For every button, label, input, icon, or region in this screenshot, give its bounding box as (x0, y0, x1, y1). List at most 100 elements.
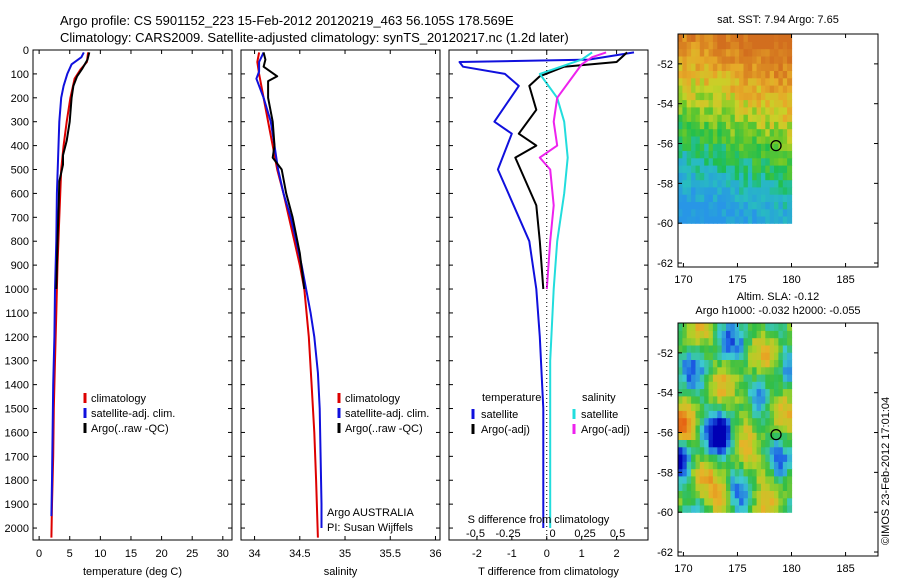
sla-map-cell (708, 475, 714, 484)
sst-map-cell (695, 106, 701, 115)
sst-map-cell (691, 55, 697, 64)
sla-map-cell (695, 373, 701, 382)
sla-map-cell (787, 403, 793, 411)
sst-map-cell (769, 70, 775, 79)
sst-map-xtick-label: 170 (674, 274, 692, 286)
sst-map-cell (787, 201, 793, 210)
sla-map-cell (730, 432, 736, 440)
sst-map-cell (712, 215, 718, 224)
sst-map-cell (699, 34, 705, 42)
sla-map-cell (765, 504, 771, 513)
sla-map-cell (726, 424, 731, 433)
sst-map-cell (695, 34, 701, 42)
sla-map-cell (695, 475, 701, 484)
sst-map-cell (756, 92, 762, 101)
sla-map-cell (761, 490, 766, 499)
sst-map-cell (730, 84, 736, 93)
sla-map-cell (747, 432, 753, 440)
sla-map-cell (743, 373, 749, 382)
sla-map-cell (743, 483, 749, 491)
sst-map-cell (734, 99, 740, 108)
sla-map-cell (756, 439, 762, 448)
sst-map-cell (752, 41, 758, 50)
sla-map-cell (699, 337, 705, 346)
sla-map-cell (721, 337, 727, 346)
sla-map-cell (765, 424, 771, 433)
sla-map-cell (704, 446, 710, 455)
salinity-xtick-label: 34 (248, 548, 260, 560)
sla-map-cell (734, 424, 740, 433)
sst-map-cell (739, 150, 745, 159)
sst-map-cell (682, 34, 688, 42)
sla-map-cell (695, 337, 701, 346)
sst-map-cell (721, 135, 727, 144)
sst-map-cell (712, 179, 718, 188)
sla-map-cell (691, 410, 697, 419)
sla-map-cell (682, 475, 688, 484)
sla-map-cell (752, 424, 758, 433)
sla-map-cell (782, 490, 788, 499)
sst-map-cell (778, 92, 784, 101)
sla-map-cell (787, 446, 793, 455)
sla-map-cell (708, 417, 714, 426)
sla-map-cell (699, 439, 705, 448)
sst-map-cell (778, 77, 784, 86)
sla-map-cell (708, 461, 714, 470)
s-diff-tick-label: -0.5 (466, 528, 485, 540)
sst-map-cell (704, 128, 710, 137)
temperature-ytick-label: 700 (11, 212, 29, 224)
sst-map-cell (769, 121, 775, 130)
sst-map-cell (756, 179, 762, 188)
sla-map-cell (695, 417, 701, 426)
sla-map-cell (782, 475, 788, 484)
sst-map-cell (743, 157, 749, 166)
sla-map-cell (774, 504, 779, 513)
sst-map-cell (743, 135, 749, 144)
sla-map-cell (699, 504, 705, 513)
sst-map-cell (730, 150, 736, 159)
sst-map-cell (691, 201, 697, 210)
sst-map-cell (756, 106, 762, 115)
sst-map-cell (752, 34, 758, 42)
sla-map-cell (765, 388, 771, 397)
sst-map-cell (726, 63, 731, 71)
sst-map-cell (756, 34, 762, 42)
sst-map-cell (761, 194, 766, 202)
temperature-series-line-2 (50, 51, 85, 517)
sla-map-cell (765, 373, 771, 382)
sla-map-cell (747, 403, 753, 411)
sla-map-cell (765, 366, 771, 375)
sla-map-cell (787, 359, 793, 368)
sst-map-cell (782, 92, 788, 101)
sla-map-panel: Altim. SLA: -0.12 Argo h1000: -0.032 h200… (657, 291, 879, 575)
sst-map-cell (678, 84, 683, 93)
sst-map-cell (782, 77, 788, 86)
sst-map-cell (756, 150, 762, 159)
sst-map-cell (678, 165, 683, 173)
sst-map-cell (678, 41, 683, 50)
sst-map-cell (704, 106, 710, 115)
diff-legend-header-salinity: salinity (582, 392, 616, 404)
sla-map-cell (686, 475, 692, 484)
sst-map-cell (739, 34, 745, 42)
sst-map-cell (765, 34, 771, 42)
sla-map-cell (682, 504, 688, 513)
sla-map-cell (787, 417, 793, 426)
sla-map-cell (678, 323, 683, 331)
sla-map-cell (756, 403, 762, 411)
sla-map-cell (747, 388, 753, 397)
sst-map-cell (747, 121, 753, 130)
sla-map-cell (682, 381, 688, 390)
sla-map-cell (682, 461, 688, 470)
sst-map-cell (691, 194, 697, 202)
sst-map-cell (765, 63, 771, 71)
sst-map-cell (747, 208, 753, 217)
sst-map-cell (717, 84, 723, 93)
sla-map-cell (699, 381, 705, 390)
sla-map-ytick-label: -62 (657, 547, 673, 559)
sst-map-cell (765, 41, 771, 50)
sst-map-cell (726, 99, 731, 108)
sst-map-cell (743, 208, 749, 217)
sla-map-cell (726, 497, 731, 506)
sla-map-cell (739, 323, 745, 331)
